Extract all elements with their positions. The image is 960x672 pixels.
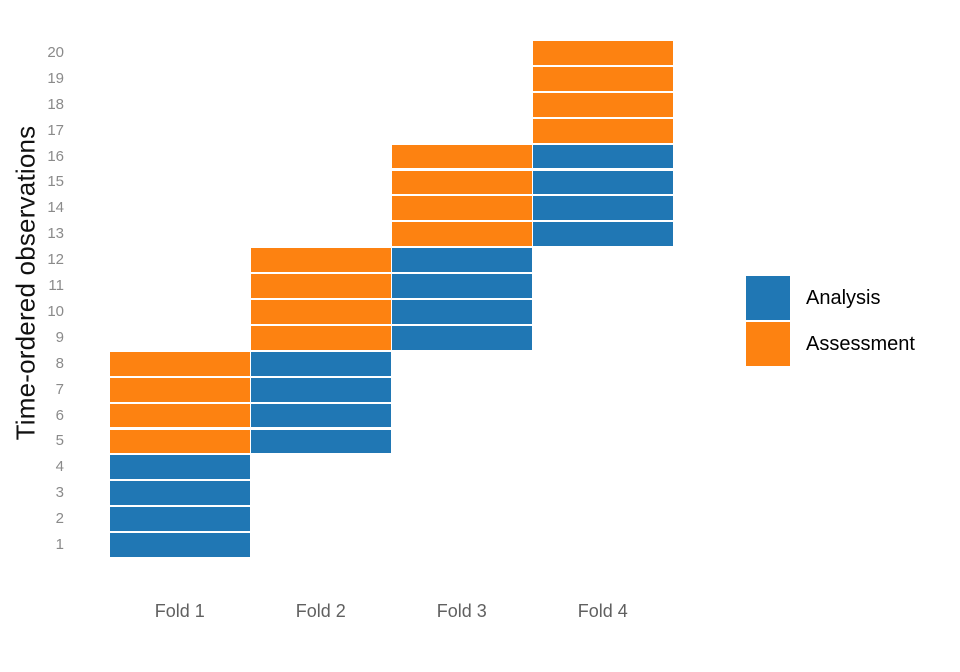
cell-fold4-obs18-assessment <box>533 92 673 117</box>
cell-fold3-obs10-analysis <box>392 300 532 324</box>
y-tick-label-6: 6 <box>55 406 64 424</box>
cell-fold3-obs13-assessment <box>392 222 532 247</box>
cell-fold3-obs16-assessment <box>392 144 532 169</box>
cell-fold4-obs20-assessment <box>533 41 673 65</box>
legend-label-analysis: Analysis <box>806 286 881 309</box>
legend-item-assessment: Assessment <box>746 322 915 366</box>
cell-fold1-obs8-assessment <box>110 351 250 376</box>
analysis-color-swatch <box>746 276 790 320</box>
y-tick-label-19: 19 <box>47 69 64 87</box>
y-tick-label-14: 14 <box>47 199 64 217</box>
y-tick-label-11: 11 <box>48 277 64 295</box>
y-tick-label-18: 18 <box>47 95 64 113</box>
y-tick-label-10: 10 <box>47 302 64 320</box>
cell-fold4-obs15-analysis <box>533 170 673 195</box>
cell-fold1-obs3-analysis <box>110 481 250 506</box>
cell-fold2-obs6-analysis <box>251 403 391 428</box>
cell-fold2-obs9-assessment <box>251 325 391 350</box>
cell-fold3-obs11-analysis <box>392 274 532 298</box>
assessment-color-swatch <box>746 322 790 366</box>
y-tick-label-15: 15 <box>47 173 64 191</box>
y-tick-label-8: 8 <box>55 354 64 372</box>
cell-fold2-obs10-assessment <box>251 300 391 324</box>
x-axis-label-fold-2: Fold 2 <box>295 601 346 621</box>
cell-fold2-obs8-analysis <box>251 351 391 376</box>
cell-fold1-obs2-analysis <box>110 507 250 532</box>
y-tick-label-7: 7 <box>55 380 64 398</box>
cell-fold4-obs14-analysis <box>533 196 673 221</box>
cell-fold4-obs19-assessment <box>533 66 673 91</box>
cell-fold4-obs17-assessment <box>533 118 673 143</box>
y-tick-label-3: 3 <box>55 484 64 502</box>
y-tick-label-12: 12 <box>47 251 64 269</box>
cell-fold1-obs4-analysis <box>110 455 250 480</box>
cell-fold2-obs5-analysis <box>251 429 391 454</box>
y-tick-label-17: 17 <box>47 121 64 139</box>
cell-fold1-obs1-analysis <box>110 533 250 557</box>
cell-fold2-obs11-assessment <box>251 274 391 298</box>
cell-fold3-obs9-analysis <box>392 325 532 350</box>
cell-fold3-obs14-assessment <box>392 196 532 221</box>
cell-fold1-obs6-assessment <box>110 403 250 428</box>
y-tick-label-13: 13 <box>47 225 64 243</box>
x-axis-label-fold-1: Fold 1 <box>154 601 205 621</box>
y-tick-label-16: 16 <box>47 147 64 165</box>
cell-fold3-obs15-assessment <box>392 170 532 195</box>
legend-item-analysis: Analysis <box>746 276 915 320</box>
y-tick-label-1: 1 <box>55 536 64 554</box>
y-tick-label-20: 20 <box>47 43 64 61</box>
x-axis-label-fold-4: Fold 4 <box>577 601 628 621</box>
y-tick-label-2: 2 <box>55 510 64 528</box>
cell-fold3-obs12-analysis <box>392 248 532 273</box>
y-tick-label-5: 5 <box>55 432 64 450</box>
cell-fold1-obs5-assessment <box>110 429 250 454</box>
x-axis-label-fold-3: Fold 3 <box>436 601 487 621</box>
cell-fold1-obs7-assessment <box>110 377 250 402</box>
legend-label-assessment: Assessment <box>806 332 915 355</box>
cell-fold4-obs16-analysis <box>533 144 673 169</box>
cell-fold2-obs12-assessment <box>251 248 391 273</box>
cell-fold4-obs13-analysis <box>533 222 673 247</box>
legend: Analysis Assessment <box>746 276 915 366</box>
y-tick-label-4: 4 <box>55 458 64 476</box>
cell-fold2-obs7-analysis <box>251 377 391 402</box>
y-tick-label-9: 9 <box>55 328 64 346</box>
